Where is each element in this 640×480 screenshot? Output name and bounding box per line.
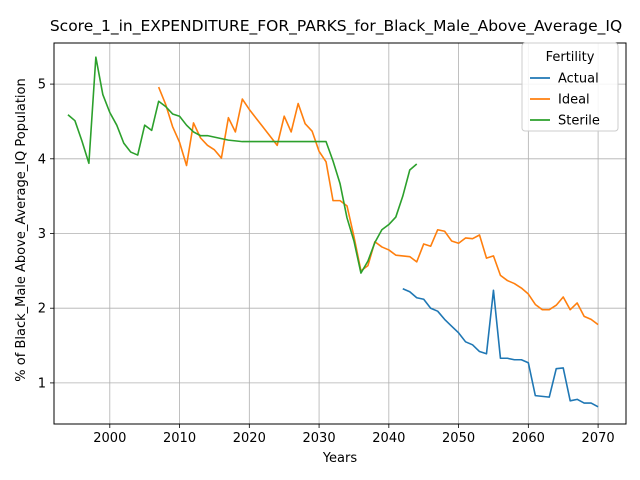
legend-label-sterile: Sterile [558, 114, 600, 129]
x-tick-label: 2000 [93, 431, 126, 446]
y-tick-label: 4 [38, 152, 46, 167]
series-line-actual [402, 288, 599, 408]
x-tick-label: 2030 [303, 431, 336, 446]
y-tick-label: 1 [38, 376, 46, 391]
legend-entries: Actual Ideal Sterile [530, 72, 600, 129]
legend: Fertility Actual Ideal Sterile [521, 42, 619, 132]
x-axis-ticks: 2000 2010 2020 2030 2040 2050 2060 2070 [93, 424, 615, 446]
legend-title: Fertility [546, 50, 595, 65]
x-axis-label: Years [322, 451, 358, 466]
x-tick-label: 2050 [442, 431, 475, 446]
x-tick-label: 2020 [233, 431, 266, 446]
y-tick-label: 3 [38, 227, 46, 242]
series-layer [67, 56, 599, 408]
legend-label-actual: Actual [558, 72, 599, 87]
x-tick-label: 2070 [582, 431, 615, 446]
legend-label-ideal: Ideal [558, 93, 590, 108]
y-tick-label: 2 [38, 302, 46, 317]
x-tick-label: 2060 [512, 431, 545, 446]
y-tick-label: 5 [38, 78, 46, 93]
y-axis-label: % of Black_Male Above_Average_IQ Populat… [14, 78, 29, 381]
series-line-ideal [157, 86, 599, 326]
y-axis-ticks: 1 2 3 4 5 [38, 78, 54, 391]
x-tick-label: 2040 [372, 431, 405, 446]
legend-box [521, 42, 619, 132]
series-line-sterile [67, 56, 418, 274]
x-tick-label: 2010 [163, 431, 196, 446]
chart-title: Score_1_in_EXPENDITURE_FOR_PARKS_for_Bla… [50, 17, 622, 36]
